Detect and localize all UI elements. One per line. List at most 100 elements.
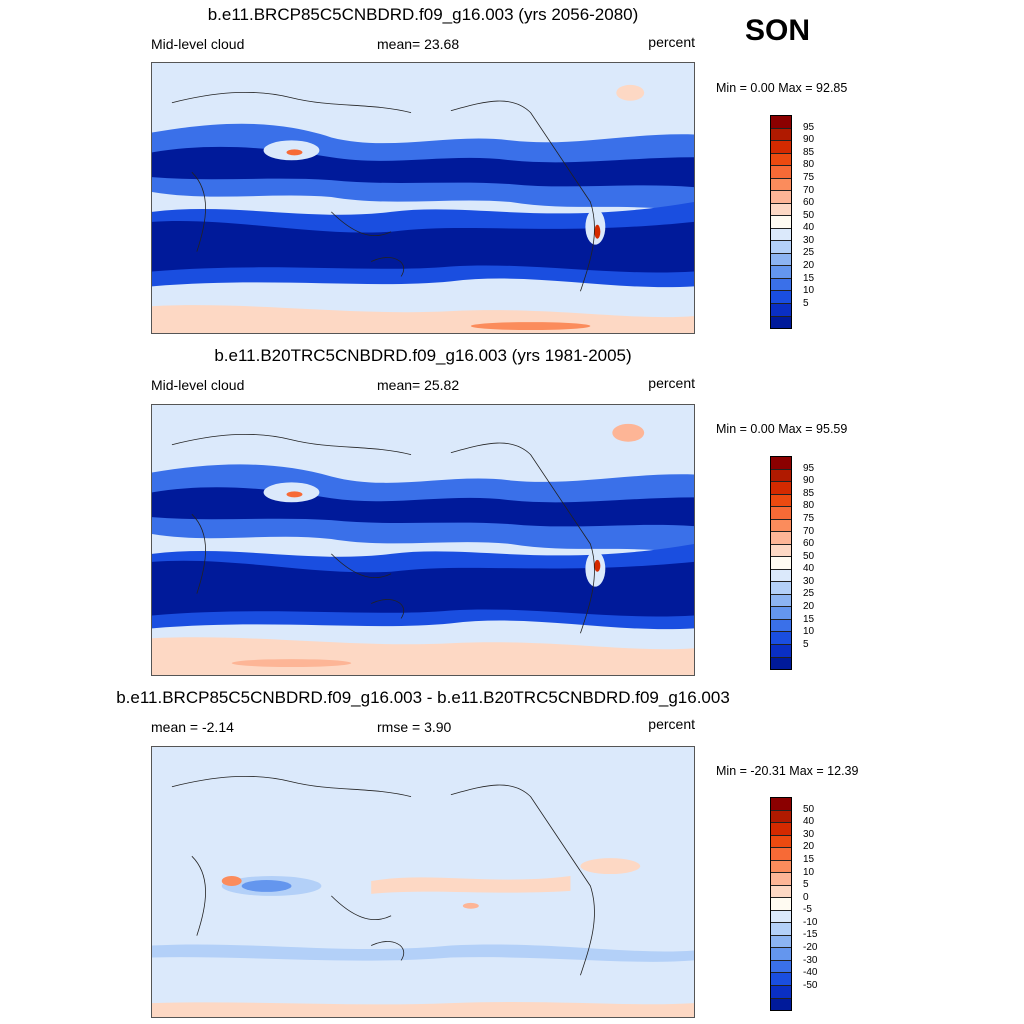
panel-3-units-label: percent xyxy=(648,716,695,732)
colorbar-swatch xyxy=(771,644,791,658)
colorbar-tick-label: 25 xyxy=(803,588,815,600)
panel-2-colorbar xyxy=(770,456,792,670)
colorbar-tick-label: 5 xyxy=(803,638,809,650)
panel-1-title: b.e11.BRCP85C5CNBDRD.f09_g16.003 (yrs 20… xyxy=(207,5,639,24)
colorbar-swatch xyxy=(771,619,791,633)
colorbar-tick-label: 40 xyxy=(803,816,815,828)
panel-3-mean-label: mean = -2.14 xyxy=(151,719,234,735)
colorbar-tick-label: -30 xyxy=(803,954,818,966)
colorbar-tick-label: 40 xyxy=(803,563,815,575)
colorbar-tick-label: 50 xyxy=(803,209,815,221)
colorbar-tick-label: 90 xyxy=(803,475,815,487)
colorbar-swatch xyxy=(771,316,791,329)
colorbar-swatch xyxy=(771,128,791,142)
colorbar-tick-label: 95 xyxy=(803,121,815,133)
colorbar-swatch xyxy=(771,835,791,849)
panel-2-variable-label: Mid-level cloud xyxy=(151,377,245,393)
panel-1-map xyxy=(151,62,695,334)
colorbar-swatch xyxy=(771,998,791,1011)
colorbar-swatch xyxy=(771,116,791,129)
colorbar-swatch xyxy=(771,191,791,204)
colorbar-tick-label: 15 xyxy=(803,272,815,284)
colorbar-tick-label: 85 xyxy=(803,146,815,158)
colorbar-swatch xyxy=(771,457,791,470)
colorbar-swatch xyxy=(771,203,791,217)
panel-2-mean-label: mean= 25.82 xyxy=(377,377,460,393)
colorbar-tick-label: -15 xyxy=(803,929,818,941)
colorbar-tick-label: 50 xyxy=(803,803,815,815)
colorbar-swatch xyxy=(771,960,791,974)
colorbar-swatch xyxy=(771,166,791,179)
colorbar-swatch xyxy=(771,657,791,670)
colorbar-swatch xyxy=(771,519,791,533)
colorbar-swatch xyxy=(771,910,791,924)
panel-3-colorbar xyxy=(770,797,792,1011)
colorbar-swatch xyxy=(771,469,791,483)
panel-1-mean-label: mean= 23.68 xyxy=(377,36,460,52)
panel-2-title: b.e11.B20TRC5CNBDRD.f09_g16.003 (yrs 198… xyxy=(214,346,632,365)
colorbar-tick-label: 30 xyxy=(803,234,815,246)
colorbar-tick-label: -40 xyxy=(803,967,818,979)
colorbar-tick-label: 80 xyxy=(803,159,815,171)
colorbar-swatch xyxy=(771,848,791,861)
colorbar-swatch xyxy=(771,823,791,836)
colorbar-swatch xyxy=(771,898,791,911)
colorbar-tick-label: 0 xyxy=(803,891,809,903)
colorbar-swatch xyxy=(771,873,791,886)
panel-2-minmax: Min = 0.00 Max = 95.59 xyxy=(716,422,848,436)
colorbar-swatch xyxy=(771,153,791,167)
colorbar-swatch xyxy=(771,885,791,899)
colorbar-swatch xyxy=(771,532,791,545)
colorbar-tick-label: 90 xyxy=(803,134,815,146)
panel-2-units-label: percent xyxy=(648,375,695,391)
colorbar-swatch xyxy=(771,798,791,811)
panel-2-map xyxy=(151,404,695,676)
colorbar-tick-label: 85 xyxy=(803,487,815,499)
colorbar-tick-label: 10 xyxy=(803,866,815,878)
colorbar-swatch xyxy=(771,178,791,192)
colorbar-tick-label: 20 xyxy=(803,260,815,272)
colorbar-swatch xyxy=(771,141,791,154)
colorbar-tick-label: 30 xyxy=(803,828,815,840)
colorbar-tick-label: 70 xyxy=(803,525,815,537)
colorbar-tick-label: 25 xyxy=(803,247,815,259)
colorbar-tick-label: 20 xyxy=(803,841,815,853)
colorbar-swatch xyxy=(771,291,791,304)
colorbar-swatch xyxy=(771,948,791,961)
colorbar-swatch xyxy=(771,973,791,986)
colorbar-swatch xyxy=(771,216,791,229)
colorbar-swatch xyxy=(771,923,791,936)
colorbar-swatch xyxy=(771,985,791,999)
colorbar-swatch xyxy=(771,253,791,267)
season-label: SON xyxy=(745,14,811,47)
colorbar-swatch xyxy=(771,544,791,558)
panel-1-variable-label: Mid-level cloud xyxy=(151,36,245,52)
colorbar-tick-label: 60 xyxy=(803,538,815,550)
colorbar-tick-label: -10 xyxy=(803,916,818,928)
colorbar-swatch xyxy=(771,594,791,608)
colorbar-tick-label: 50 xyxy=(803,550,815,562)
colorbar-tick-label: 75 xyxy=(803,171,815,183)
colorbar-swatch xyxy=(771,860,791,874)
colorbar-tick-label: -5 xyxy=(803,904,812,916)
colorbar-swatch xyxy=(771,494,791,508)
panel-3-minmax: Min = -20.31 Max = 12.39 xyxy=(716,764,859,778)
colorbar-swatch xyxy=(771,810,791,824)
colorbar-swatch xyxy=(771,303,791,317)
colorbar-tick-label: 60 xyxy=(803,197,815,209)
colorbar-tick-label: 30 xyxy=(803,575,815,587)
colorbar-tick-label: 20 xyxy=(803,601,815,613)
colorbar-swatch xyxy=(771,557,791,570)
colorbar-tick-label: 5 xyxy=(803,879,809,891)
colorbar-tick-label: 5 xyxy=(803,297,809,309)
panel-3-map xyxy=(151,746,695,1018)
colorbar-swatch xyxy=(771,607,791,620)
panel-3-contour-field xyxy=(152,747,694,1017)
colorbar-tick-label: 10 xyxy=(803,285,815,297)
panel-2-contour-field xyxy=(152,405,694,675)
colorbar-swatch xyxy=(771,482,791,495)
colorbar-tick-label: 80 xyxy=(803,500,815,512)
colorbar-tick-label: 75 xyxy=(803,512,815,524)
panel-1-minmax: Min = 0.00 Max = 92.85 xyxy=(716,81,848,95)
colorbar-tick-label: 95 xyxy=(803,462,815,474)
